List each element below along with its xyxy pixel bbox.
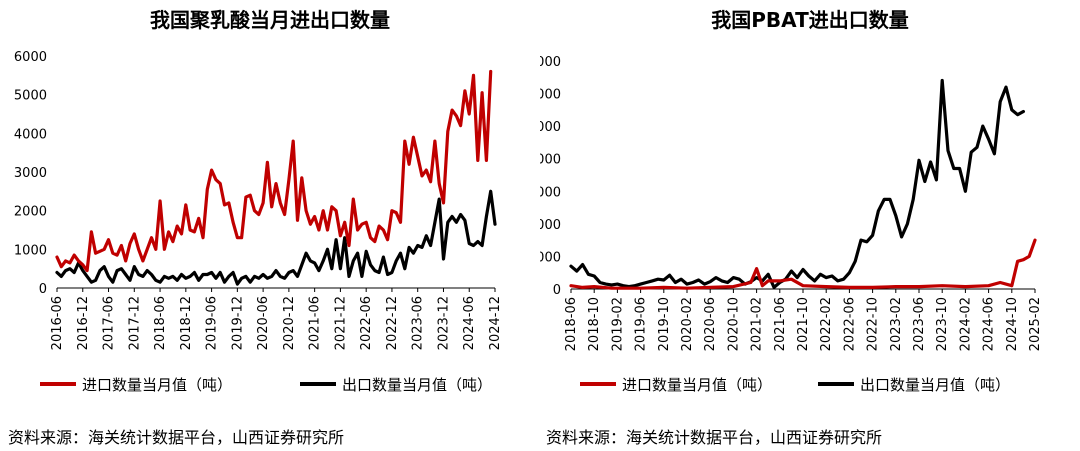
x-tick-label: 2024-02: [958, 297, 973, 351]
y-tick-label: 3000: [14, 166, 47, 181]
import-series-line: [569, 238, 1037, 290]
x-tick-label: 2024-06: [462, 296, 477, 350]
x-tick-label: 2021-06: [308, 296, 323, 350]
x-tick-label: 2019-12: [230, 296, 245, 350]
export-series-line: [55, 189, 497, 286]
pla-trade-line-chart: 我国聚乳酸当月进出口数量 0 1000 2000 3000 4000 5000 6000 2…: [14, 8, 503, 394]
x-tick-label: 2018-12: [179, 296, 194, 350]
x-axis-ticks: 2018-06 2018-10 2019-02 2019-06 2019-10 2020-…: [564, 289, 1043, 351]
y-tick-label: 0: [39, 282, 47, 297]
chart-title: 我国PBAT进出口数量: [711, 8, 908, 32]
y-tick-label: 1000: [14, 243, 47, 258]
x-tick-label: 2018-10: [587, 297, 602, 351]
x-tick-label: 2018-06: [153, 296, 168, 350]
chart-title: 我国聚乳酸当月进出口数量: [150, 8, 390, 32]
x-tick-label: 2020-06: [703, 297, 718, 351]
x-tick-label: 2024-10: [1005, 297, 1020, 351]
legend: 进口数量当月值（吨） 出口数量当月值（吨）: [40, 376, 492, 394]
y-tick-label: 2000: [540, 250, 561, 265]
pbat-trade-chart-panel: 我国PBAT进出口数量 0 2000 4000 6000 8000 10000 12000 1…: [520, 0, 1080, 451]
x-tick-label: 2022-12: [385, 296, 400, 350]
x-tick-label: 2019-10: [657, 297, 672, 351]
y-tick-label: 4000: [14, 127, 47, 142]
series-group: [55, 69, 497, 286]
x-tick-label: 2020-10: [726, 297, 741, 351]
x-tick-label: 2023-06: [411, 296, 426, 350]
legend-export-label: 出口数量当月值（吨）: [342, 376, 492, 394]
x-tick-label: 2023-02: [889, 297, 904, 351]
x-tick-label: 2022-10: [866, 297, 881, 351]
y-tick-label: 2000: [14, 205, 47, 220]
legend: 进口数量当月值（吨） 出口数量当月值（吨）: [580, 376, 1010, 394]
y-tick-label: 14000: [540, 55, 561, 70]
pla-trade-chart-panel: 我国聚乳酸当月进出口数量 0 1000 2000 3000 4000 5000 6000 2…: [8, 8, 503, 447]
x-tick-label: 2023-10: [935, 297, 950, 351]
x-tick-label: 2020-06: [256, 296, 271, 350]
x-tick-label: 2023-12: [436, 296, 451, 350]
import-series-line: [55, 69, 493, 273]
x-tick-label: 2018-06: [564, 297, 579, 351]
x-tick-label: 2022-02: [819, 297, 834, 351]
x-axis-ticks: 2016-06 2016-12 2017-06 2017-12 2018-06 2018-…: [50, 288, 503, 350]
legend-import-label: 进口数量当月值（吨）: [622, 376, 772, 394]
x-tick-label: 2024-06: [982, 297, 997, 351]
x-tick-label: 2022-06: [359, 296, 374, 350]
x-tick-label: 2024-12: [488, 296, 503, 350]
export-series-line: [569, 78, 1025, 289]
source-note: 资料来源：海关统计数据平台，山西证券研究所: [546, 428, 883, 447]
legend-export-label: 出口数量当月值（吨）: [860, 376, 1010, 394]
y-tick-label: 6000: [14, 50, 47, 65]
x-tick-label: 2020-02: [680, 297, 695, 351]
y-tick-label: 5000: [14, 89, 47, 104]
x-tick-label: 2016-12: [76, 296, 91, 350]
x-tick-label: 2017-12: [127, 296, 142, 350]
x-tick-label: 2025-02: [1028, 297, 1043, 351]
y-axis-ticks: 0 1000 2000 3000 4000 5000 6000: [14, 50, 47, 297]
x-tick-label: 2019-06: [634, 297, 649, 351]
x-tick-label: 2021-12: [333, 296, 348, 350]
x-tick-label: 2022-06: [842, 297, 857, 351]
source-note: 资料来源：海关统计数据平台，山西证券研究所: [8, 428, 345, 447]
y-tick-label: 4000: [540, 218, 561, 233]
series-group: [569, 78, 1037, 290]
y-tick-label: 10000: [540, 120, 561, 135]
legend-import-label: 进口数量当月值（吨）: [82, 376, 232, 394]
pbat-trade-line-chart: 我国PBAT进出口数量 0 2000 4000 6000 8000 10000 12000 1…: [520, 8, 1043, 394]
y-tick-label: 8000: [540, 153, 561, 168]
y-tick-label: 12000: [540, 88, 561, 103]
y-axis-ticks: 0 2000 4000 6000 8000 10000 12000 14000: [520, 55, 561, 298]
x-tick-label: 2016-06: [50, 296, 65, 350]
y-tick-label: 0: [553, 283, 561, 298]
x-tick-label: 2021-06: [773, 297, 788, 351]
x-tick-label: 2021-10: [796, 297, 811, 351]
x-tick-label: 2023-06: [912, 297, 927, 351]
x-tick-label: 2017-06: [102, 296, 117, 350]
x-tick-label: 2019-02: [610, 297, 625, 351]
x-tick-label: 2020-12: [282, 296, 297, 350]
x-tick-label: 2021-02: [750, 297, 765, 351]
y-tick-label: 6000: [540, 185, 561, 200]
x-tick-label: 2019-06: [205, 296, 220, 350]
